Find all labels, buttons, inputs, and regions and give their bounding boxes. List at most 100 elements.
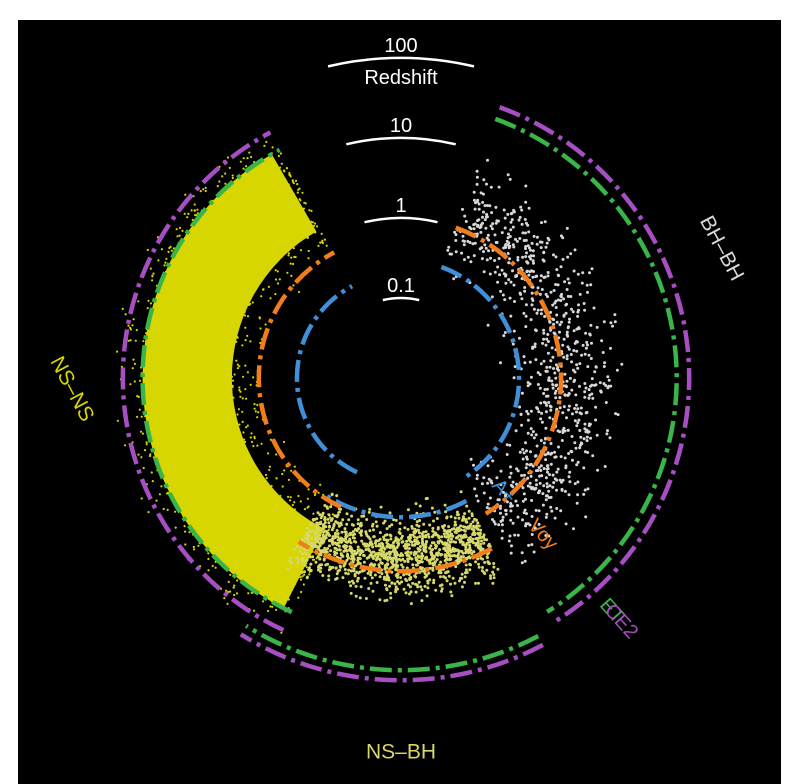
data-point [473,531,477,535]
data-point [309,569,313,572]
data-point [383,599,387,603]
data-point [287,478,290,481]
data-point [212,419,215,422]
data-point [218,390,221,393]
data-point [254,213,257,216]
data-point [233,584,236,587]
data-point [195,519,198,522]
data-point [232,537,236,540]
data-point [409,551,413,555]
data-point [432,519,435,523]
horizon-arc-ce2-ns-bh [239,632,544,683]
horizon-arc-a-bh-bh [440,264,522,481]
data-point [250,272,253,276]
data-point [577,308,580,312]
data-point [224,182,227,185]
data-point [116,350,119,353]
data-point [319,570,322,574]
data-point [371,545,375,549]
data-point [239,492,242,496]
data-point [167,422,170,425]
data-point [197,407,200,411]
data-point [207,313,210,316]
data-point [177,366,180,369]
data-point [286,509,290,512]
data-point [500,231,504,235]
data-point [522,511,526,515]
data-point [195,324,198,327]
data-point [489,185,493,189]
data-point [191,371,194,374]
data-point [176,415,179,418]
data-point [219,481,222,484]
data-point [306,236,309,239]
data-point [265,173,268,176]
data-point [513,533,517,537]
data-point [192,231,195,234]
data-point [170,285,173,288]
data-point [177,370,180,373]
data-point [418,519,422,522]
data-point [161,397,164,400]
data-point [194,452,197,455]
data-point [565,416,568,420]
data-point [588,333,592,337]
data-point [184,530,187,533]
data-point [401,565,405,569]
data-point [238,519,241,522]
data-point [410,557,414,561]
data-point [243,446,246,449]
data-point [525,455,528,459]
data-point [477,581,480,585]
data-point [213,209,217,213]
data-point [336,538,340,542]
data-point [589,323,593,327]
data-point [227,378,230,381]
data-point [604,401,608,404]
data-point [589,436,593,440]
data-point [222,471,225,474]
data-point [253,208,256,211]
data-point [264,206,267,209]
data-point [341,518,345,522]
data-point [181,480,184,483]
data-point [262,514,265,517]
data-point [506,252,510,255]
data-point [546,340,550,343]
data-point [193,362,196,365]
data-point [266,482,269,485]
data-point [370,576,374,580]
data-point [509,504,512,508]
data-point [472,190,476,194]
data-point [198,298,201,301]
data-point [198,315,201,318]
data-point [323,518,327,522]
data-point [187,406,190,409]
data-point [180,307,183,310]
data-point [582,302,586,305]
data-point [252,228,255,231]
data-point [526,484,530,488]
data-point [454,250,458,254]
data-point [414,590,418,594]
data-point [275,238,278,241]
data-point [179,441,182,444]
data-point [225,546,228,549]
data-point [378,531,382,535]
data-point [253,222,257,226]
data-point [237,256,240,259]
data-point [460,572,464,576]
data-point [180,471,184,474]
data-point [552,289,556,292]
data-point [223,278,226,281]
data-point [209,204,213,208]
data-point [194,469,197,472]
data-point [595,433,599,437]
data-point [208,299,211,303]
data-point [511,342,515,346]
data-point [202,325,206,328]
data-point [200,486,203,489]
data-point [417,580,421,584]
data-point [257,199,260,202]
data-point [292,522,296,525]
